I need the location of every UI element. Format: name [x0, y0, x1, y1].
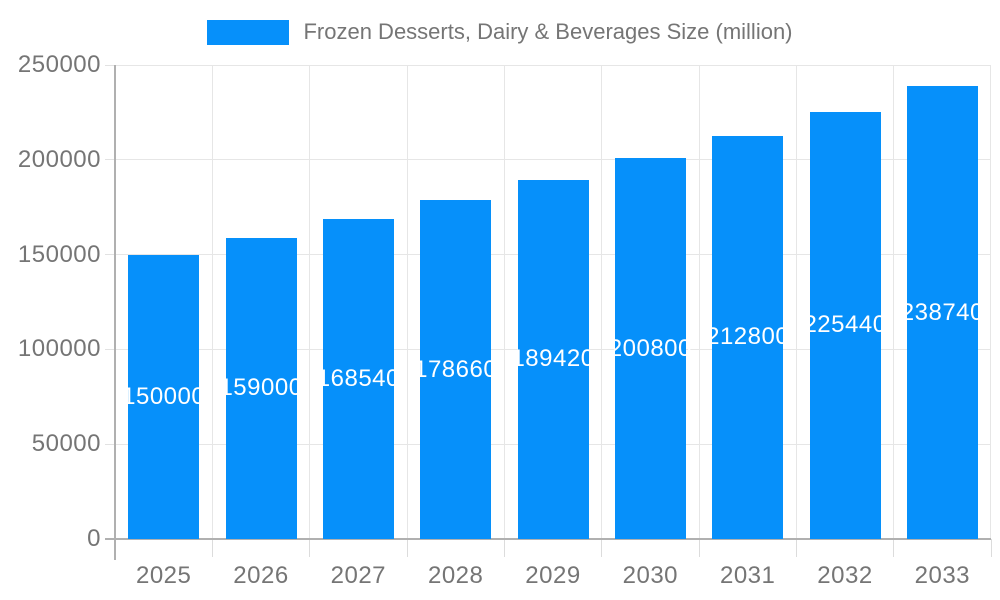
y-tick-label: 100000: [17, 335, 101, 363]
bar-value-label: 159000: [219, 374, 303, 402]
y-axis-tick: [105, 64, 115, 66]
x-axis-tick: [795, 539, 797, 557]
v-gridline: [406, 65, 408, 539]
x-tick-label: 2030: [622, 562, 679, 589]
y-tick-label: 150000: [17, 240, 101, 268]
legend-label: Frozen Desserts, Dairy & Beverages Size …: [303, 19, 793, 44]
v-gridline: [698, 65, 700, 539]
x-axis-tick: [990, 539, 992, 557]
chart-legend[interactable]: Frozen Desserts, Dairy & Beverages Size …: [0, 19, 1000, 45]
bar-value-label: 189420: [511, 345, 595, 373]
x-axis-tick: [698, 539, 700, 557]
x-tick-label: 2032: [817, 562, 873, 589]
plot-area: 0 50000 100000 150000 200000 250000 150000 2025…: [18, 51, 992, 589]
plot-right-border: [990, 65, 991, 539]
y-tick-label: 200000: [17, 145, 101, 173]
y-axis-tick: [105, 254, 115, 256]
x-axis-line: [105, 538, 991, 540]
v-gridline: [893, 65, 895, 539]
bar-value-label: 238740: [900, 298, 984, 326]
v-gridline: [309, 65, 311, 539]
legend-swatch: [207, 19, 290, 45]
y-axis-tick: [105, 159, 115, 161]
bar-value-label: 150000: [122, 382, 206, 410]
y-axis-tick: [105, 348, 115, 350]
bar[interactable]: [322, 219, 394, 539]
h-gridline: [115, 64, 991, 66]
v-gridline: [795, 65, 797, 539]
v-gridline: [211, 65, 213, 539]
x-tick-label: 2028: [427, 562, 484, 589]
v-gridline: [601, 65, 603, 539]
x-tick-label: 2027: [330, 562, 387, 589]
x-axis-tick: [309, 539, 311, 557]
bar-value-label: 200800: [608, 334, 692, 362]
bar-value-label: 225440: [803, 311, 887, 339]
x-tick-label: 2026: [233, 562, 289, 589]
y-tick-label: 250000: [17, 51, 101, 78]
x-axis-tick: [893, 539, 895, 557]
bar[interactable]: [712, 135, 784, 539]
y-axis-line: [114, 65, 116, 560]
x-tick-label: 2029: [525, 562, 581, 589]
bar[interactable]: [420, 200, 492, 539]
bar-value-label: 178660: [414, 355, 498, 383]
x-axis-tick: [211, 539, 213, 557]
bar[interactable]: [225, 237, 297, 539]
bar[interactable]: [906, 86, 978, 539]
x-tick-label: 2031: [719, 562, 776, 589]
y-tick-label: 0: [87, 525, 101, 552]
bar[interactable]: [128, 254, 200, 539]
y-axis-tick: [105, 443, 115, 445]
bar[interactable]: [614, 158, 686, 539]
bar[interactable]: [809, 111, 881, 539]
bar-value-label: 168540: [316, 365, 400, 393]
x-axis-tick: [503, 539, 505, 557]
x-tick-label: 2025: [135, 562, 192, 589]
x-axis-tick: [601, 539, 603, 557]
bar[interactable]: [517, 179, 589, 539]
h-gridline: [115, 159, 991, 161]
x-tick-label: 2033: [914, 562, 971, 589]
v-gridline: [503, 65, 505, 539]
y-tick-label: 50000: [31, 430, 101, 458]
x-axis-tick: [406, 539, 408, 557]
bar-value-label: 212800: [706, 323, 790, 351]
